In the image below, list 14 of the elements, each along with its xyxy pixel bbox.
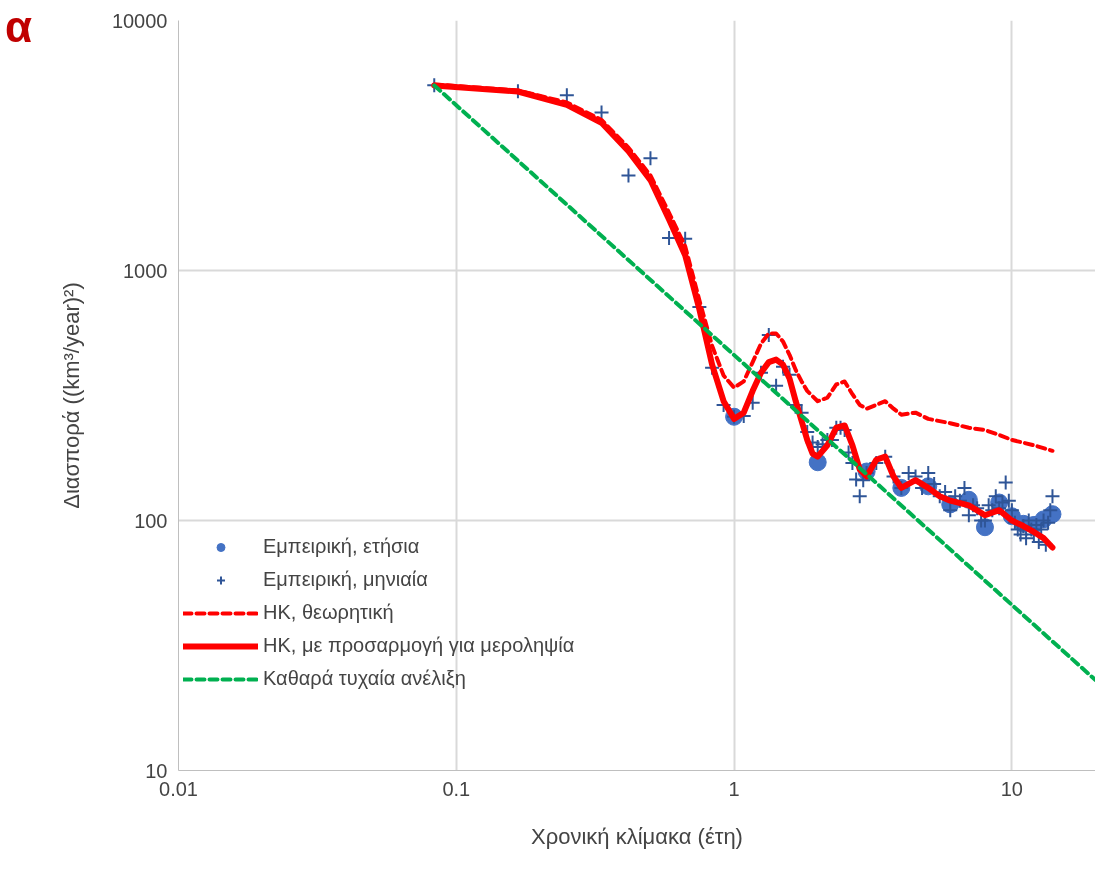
x-axis-title: Χρονική κλίμακα (έτη) [531,823,743,849]
x-tick-label: 1 [728,777,740,800]
y-tick-label: 10000 [111,9,168,32]
y-axis-title: Διασπορά ((km³/year)²) [58,282,84,509]
legend-label: Εμπειρική, ετήσια [263,535,420,558]
legend-label: Εμπειρική, μηνιαία [263,568,428,591]
legend-label: ΗΚ, με προσαρμογή για μεροληψία [263,634,575,657]
text: α [5,2,33,51]
legend-label: Καθαρά τυχαία ανέλιξη [263,667,466,690]
y-tick-label: 100 [134,509,168,532]
x-tick-label: 0.1 [442,777,471,800]
x-tick-label: 10 [1000,777,1023,800]
y-tick-label: 1000 [123,259,168,282]
legend-label: ΗΚ, θεωρητική [263,601,394,624]
